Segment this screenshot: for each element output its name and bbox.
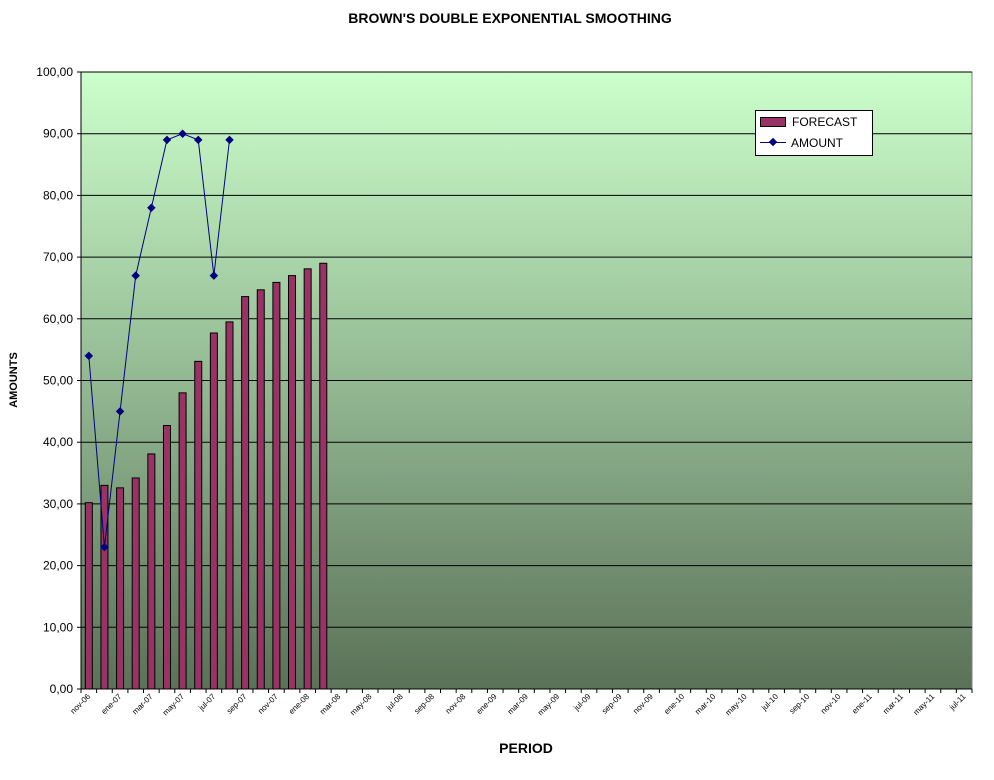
x-tick-label: ene-07	[100, 692, 124, 716]
forecast-bar	[131, 477, 140, 690]
y-tick-label: 20,00	[43, 559, 73, 573]
y-tick-label: 90,00	[43, 127, 73, 141]
legend: FORECAST AMOUNT	[755, 110, 873, 156]
forecast-bar	[256, 289, 265, 690]
forecast-bar	[162, 425, 171, 690]
y-tick-label: 50,00	[43, 374, 73, 388]
forecast-bar	[194, 360, 203, 690]
x-tick-label: jul-09	[572, 692, 593, 713]
legend-swatch-forecast	[760, 117, 786, 127]
x-tick-label: jul-07	[196, 692, 217, 713]
forecast-bar	[100, 484, 109, 690]
amount-point	[225, 135, 234, 145]
legend-label-amount: AMOUNT	[791, 136, 843, 150]
x-tick-label: nov-09	[631, 692, 655, 716]
x-tick-label: nov-08	[444, 692, 468, 716]
amount-point	[115, 407, 125, 416]
x-tick-label: jul-10	[759, 692, 780, 713]
x-tick-label: nov-07	[256, 692, 280, 716]
y-tick-label: 0,00	[50, 682, 74, 696]
amount-line	[88, 133, 230, 548]
x-tick-label: mar-10	[693, 692, 718, 717]
x-tick-label: sep-07	[225, 692, 249, 716]
amount-point	[131, 271, 140, 280]
x-tick-label: ene-09	[475, 692, 499, 716]
chart-title: BROWN'S DOUBLE EXPONENTIAL SMOOTHING	[348, 10, 672, 26]
x-tick-label: mar-07	[130, 692, 155, 717]
forecast-bar	[319, 262, 328, 690]
forecast-bar	[288, 275, 297, 690]
x-tick-label: may-08	[348, 692, 374, 718]
y-tick-label: 70,00	[43, 250, 73, 264]
forecast-bar	[241, 296, 250, 690]
amount-point	[84, 351, 94, 361]
x-tick-label: jul-08	[384, 692, 405, 713]
forecast-bar	[147, 453, 156, 690]
x-tick-label: sep-08	[412, 692, 436, 716]
x-tick-label: jul-11	[947, 692, 968, 713]
y-tick-label: 40,00	[43, 435, 73, 449]
x-tick-label: ene-10	[662, 692, 686, 716]
x-tick-label: sep-10	[788, 692, 812, 716]
forecast-bar	[272, 281, 281, 690]
x-tick-label: may-10	[724, 692, 750, 718]
amount-point	[193, 135, 203, 145]
forecast-bar	[178, 392, 187, 690]
forecast-bar	[225, 321, 234, 690]
x-tick-label: nov-10	[819, 692, 843, 716]
x-axis-label: PERIOD	[499, 740, 553, 756]
amount-point	[147, 203, 156, 212]
x-tick-label: may-07	[161, 692, 187, 718]
x-tick-label: mar-09	[506, 692, 531, 717]
x-tick-label: ene-11	[850, 692, 874, 716]
x-tick-label: may-09	[536, 692, 562, 718]
x-tick-label: may-11	[912, 692, 937, 717]
x-tick-label: sep-09	[600, 692, 624, 716]
y-axis-label: AMOUNTS	[8, 352, 20, 408]
forecast-bar	[303, 268, 312, 690]
y-tick-label: 10,00	[43, 620, 73, 634]
legend-label-forecast: FORECAST	[792, 115, 858, 129]
y-tick-label: 100,00	[36, 65, 73, 79]
x-tick-label: mar-08	[318, 692, 343, 717]
legend-item-forecast: FORECAST	[760, 113, 857, 131]
amount-point	[209, 271, 219, 280]
forecast-bar	[209, 332, 218, 690]
x-tick-label: ene-08	[287, 692, 311, 716]
y-tick-label: 80,00	[43, 188, 73, 202]
x-tick-label: mar-11	[881, 692, 905, 716]
y-tick-label: 30,00	[43, 497, 73, 511]
legend-swatch-amount	[760, 138, 786, 148]
forecast-bar	[116, 487, 125, 690]
amount-point	[178, 129, 187, 138]
forecast-bar	[84, 502, 93, 690]
legend-item-amount: AMOUNT	[760, 134, 843, 152]
y-tick-label: 60,00	[43, 312, 73, 326]
amount-point	[162, 135, 172, 145]
